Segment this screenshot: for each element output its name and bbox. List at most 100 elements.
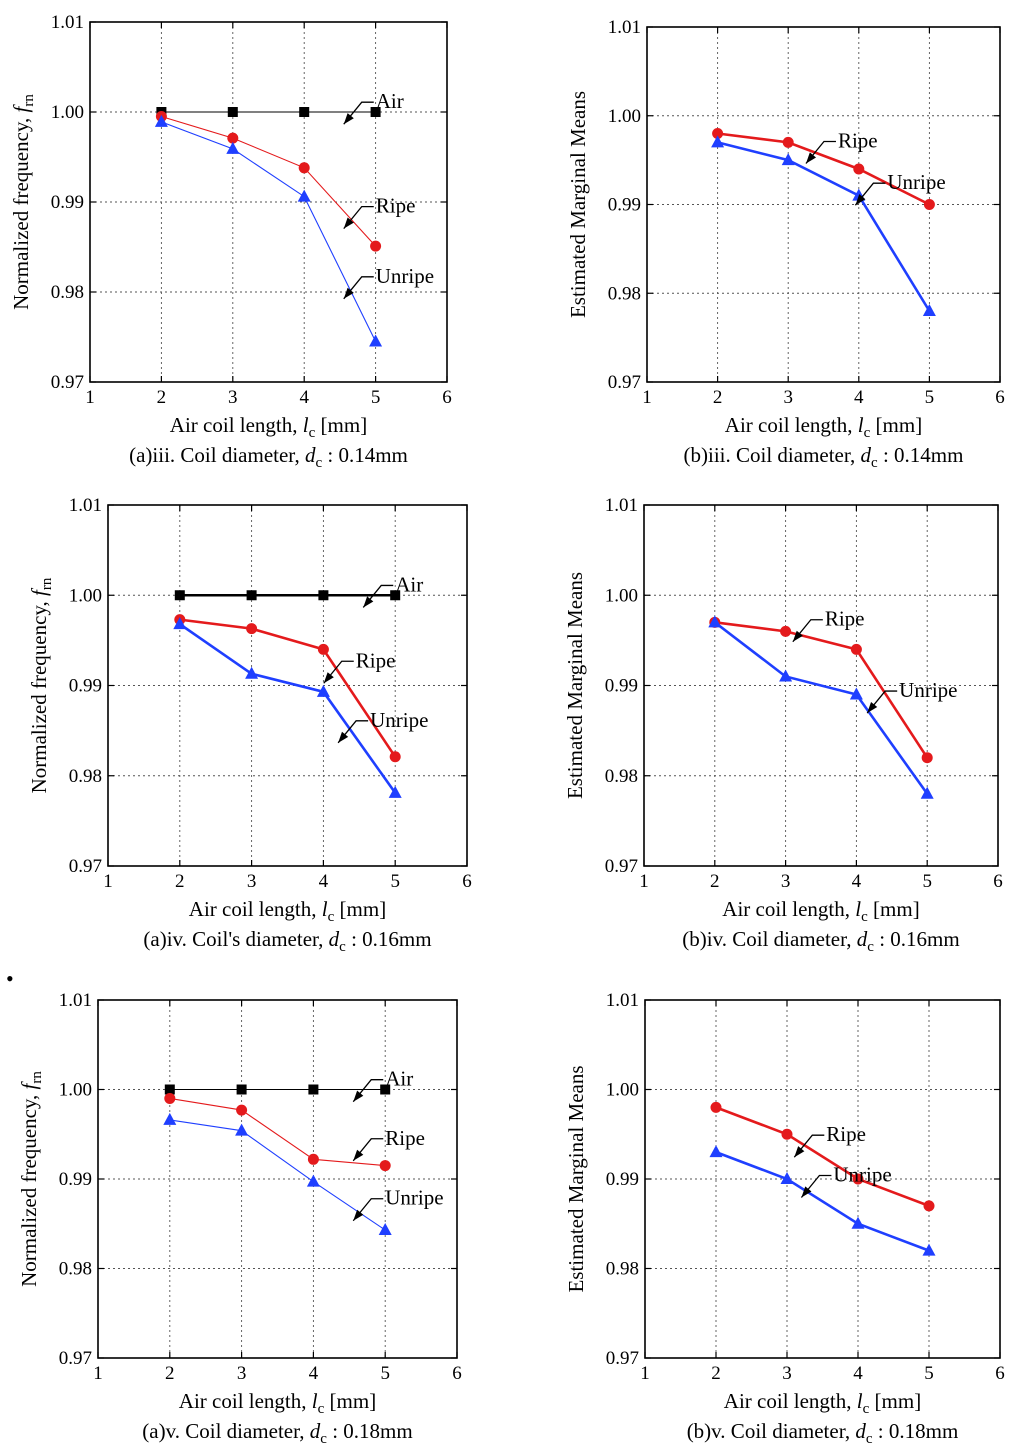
- x-tick-label: 4: [319, 871, 329, 892]
- x-tick-label: 5: [380, 1363, 390, 1384]
- point-unripe: [297, 189, 311, 202]
- point-unripe: [235, 1123, 249, 1136]
- annotation-air: Air: [385, 1067, 413, 1091]
- point-ripe: [710, 1101, 722, 1113]
- x-tick-label: 4: [853, 1363, 863, 1384]
- point-ripe: [712, 128, 724, 139]
- point-air: [380, 1084, 391, 1095]
- x-tick-label: 6: [452, 1363, 462, 1384]
- x-tick-label: 3: [783, 387, 793, 408]
- annotation-arrowhead: [353, 1209, 364, 1221]
- point-air: [299, 107, 310, 117]
- point-air: [370, 107, 381, 117]
- x-axis-label: Air coil length, lc [mm]: [724, 1389, 921, 1417]
- x-tick-label: 1: [640, 1363, 650, 1384]
- x-tick-label: 4: [299, 387, 309, 408]
- point-unripe: [708, 615, 722, 628]
- x-tick-label: 1: [93, 1363, 103, 1384]
- panel-caption: (b)iii. Coil diameter, dc : 0.14mm: [684, 443, 964, 471]
- x-tick-label: 6: [995, 1363, 1005, 1384]
- annotation-ripe: Ripe: [825, 607, 865, 631]
- y-tick-label: 1.01: [69, 495, 102, 516]
- y-tick-label: 0.99: [608, 195, 641, 216]
- x-tick-label: 3: [782, 1363, 792, 1384]
- x-tick-label: 2: [710, 871, 720, 892]
- x-tick-label: 2: [713, 387, 723, 408]
- annotation-arrowhead: [338, 731, 349, 743]
- y-tick-label: 1.00: [606, 1080, 639, 1101]
- annotation-unripe: Unripe: [385, 1186, 443, 1210]
- panel-a-iii: 1 2 3 4 5 6 0.97 0.98 0.99 1.00 1.01 Air coil lengt…: [9, 12, 452, 471]
- x-tick-label: 2: [165, 1363, 175, 1384]
- panel-caption: (a)v. Coil diameter, dc : 0.18mm: [142, 1419, 412, 1447]
- y-tick-label: 1.01: [605, 495, 638, 516]
- x-tick-label: 4: [852, 871, 862, 892]
- x-tick-label: 2: [711, 1363, 721, 1384]
- point-unripe: [781, 153, 795, 166]
- point-unripe: [780, 1172, 794, 1184]
- y-tick-label: 0.99: [605, 676, 638, 697]
- annotation-ripe: Ripe: [838, 128, 878, 152]
- annotation-arrowhead: [867, 701, 878, 714]
- y-tick-label: 0.97: [69, 856, 102, 877]
- point-ripe: [921, 752, 933, 764]
- series-line-ripe: [717, 132, 930, 206]
- point-ripe: [164, 1092, 176, 1104]
- series-line-unripe: [169, 1119, 386, 1231]
- y-tick-label: 1.01: [606, 990, 639, 1011]
- point-unripe: [226, 141, 240, 154]
- point-air: [164, 1084, 175, 1095]
- annotation-arrowhead: [343, 217, 354, 229]
- point-unripe: [154, 114, 168, 127]
- x-tick-label: 1: [85, 387, 95, 408]
- point-air: [308, 1084, 319, 1095]
- y-axis-label: Normalized frequency, frn: [27, 577, 55, 793]
- x-tick-label: 3: [228, 387, 238, 408]
- annotation-arrowhead: [801, 1186, 812, 1198]
- annotation-arrowhead: [855, 194, 866, 206]
- point-unripe: [922, 1243, 936, 1256]
- y-tick-label: 1.01: [59, 990, 92, 1011]
- point-ripe: [923, 1200, 935, 1212]
- point-ripe: [850, 643, 862, 655]
- point-air: [390, 590, 401, 601]
- point-unripe: [369, 334, 383, 347]
- series-line-ripe: [179, 618, 397, 758]
- y-tick-label: 0.97: [59, 1348, 92, 1369]
- y-tick-label: 0.98: [51, 282, 84, 303]
- annotation-unripe: Unripe: [899, 678, 957, 702]
- annotation-arrowhead: [792, 630, 803, 642]
- y-axis-label: Estimated Marginal Means: [563, 572, 587, 799]
- y-tick-label: 0.99: [51, 192, 84, 213]
- point-air: [236, 1084, 247, 1095]
- panel-b-iv: 1 2 3 4 5 6 0.97 0.98 0.99 1.00 1.01 Air coil lengt…: [563, 495, 1003, 955]
- y-tick-label: 0.98: [59, 1259, 92, 1280]
- y-tick-label: 0.97: [605, 856, 638, 877]
- panel-b-v: 1 2 3 4 5 6 0.97 0.98 0.99 1.00 1.01 Air coil lengt…: [564, 990, 1005, 1447]
- annotation-air: Air: [376, 89, 404, 113]
- y-tick-label: 1.00: [51, 102, 84, 123]
- point-unripe: [163, 1112, 177, 1125]
- series-line-unripe: [715, 1150, 930, 1252]
- point-unripe: [920, 786, 934, 799]
- series-line-unripe: [161, 121, 377, 342]
- annotation-arrowhead: [323, 672, 334, 684]
- y-tick-label: 0.99: [59, 1169, 92, 1190]
- y-tick-label: 1.00: [59, 1080, 92, 1101]
- point-unripe: [245, 666, 259, 679]
- x-tick-label: 5: [922, 871, 932, 892]
- series-line-unripe: [179, 623, 397, 794]
- y-axis-label: Estimated Marginal Means: [566, 91, 590, 318]
- x-tick-label: 3: [237, 1363, 247, 1384]
- point-ripe: [782, 136, 794, 148]
- x-axis-label: Air coil length, lc [mm]: [189, 897, 386, 925]
- x-axis-label: Air coil length, lc [mm]: [722, 897, 919, 925]
- annotation-arrowhead: [353, 1149, 364, 1161]
- point-unripe: [779, 669, 793, 682]
- x-tick-label: 5: [371, 387, 381, 408]
- y-axis-label: Normalized frequency, frn: [9, 94, 37, 310]
- y-tick-label: 0.99: [69, 676, 102, 697]
- point-unripe: [378, 1223, 392, 1236]
- point-unripe: [388, 785, 402, 798]
